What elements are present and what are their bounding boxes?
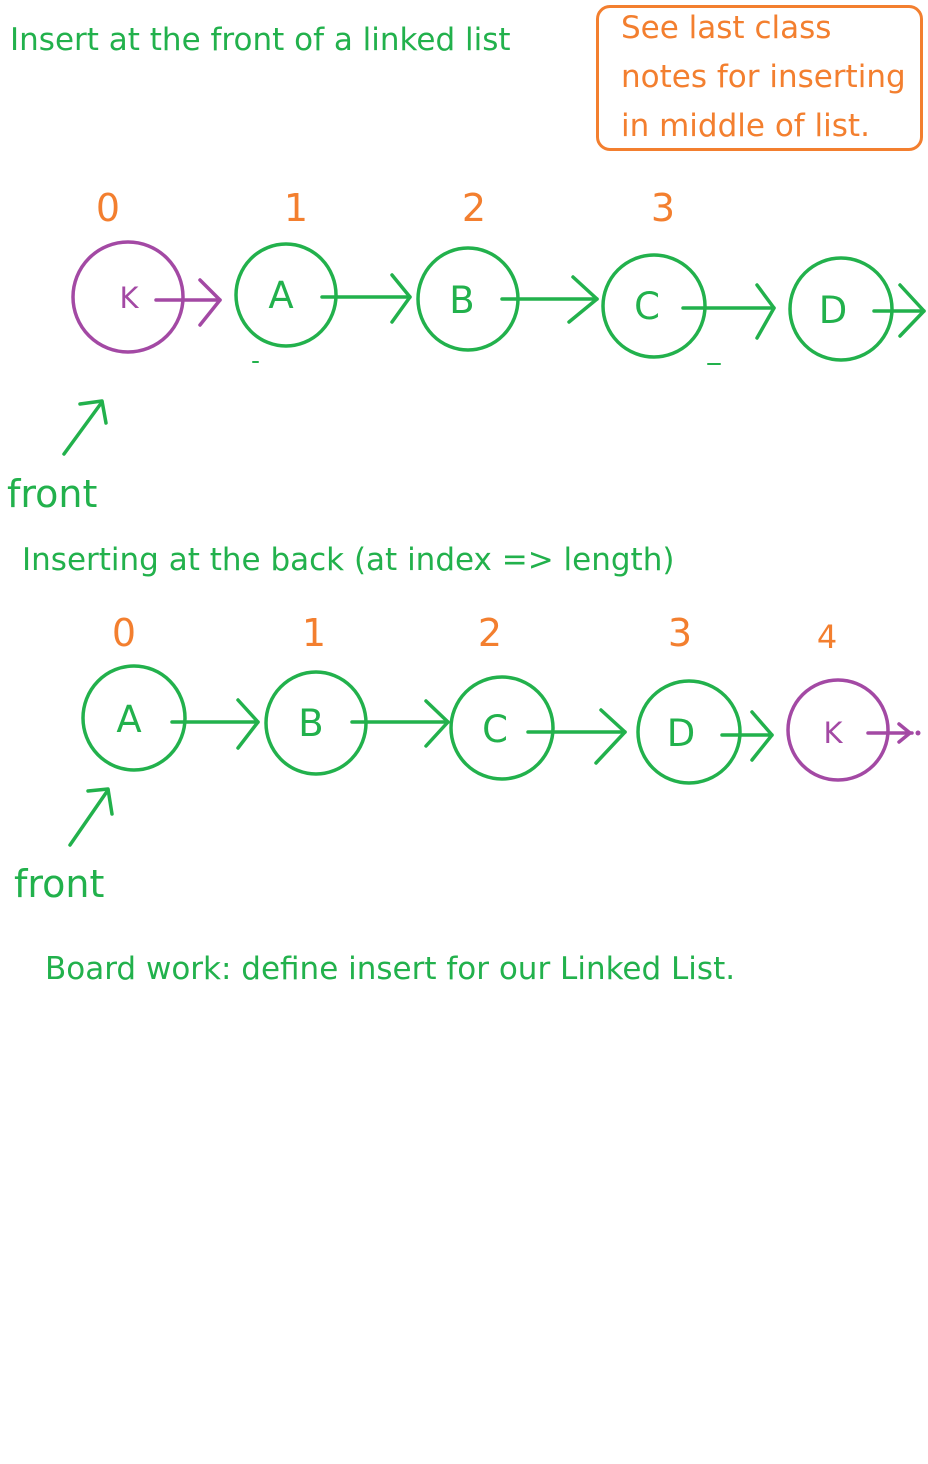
- note-line-3: in middle of list.: [621, 108, 870, 144]
- board-work-text: Board work: define insert for our Linked…: [45, 951, 736, 987]
- arrow-a-to-b: [320, 273, 412, 324]
- node-c-label: C: [634, 285, 660, 328]
- index-label: 0: [112, 611, 136, 655]
- node-a-label: A: [268, 274, 293, 317]
- node-a-circle: [81, 664, 187, 772]
- index-label: 3: [651, 186, 675, 230]
- note-line-2: notes for inserting: [621, 59, 906, 95]
- arrow-a-to-b: [170, 698, 260, 750]
- arrow-k-to-a: [154, 278, 222, 327]
- node-k-label: K: [823, 716, 843, 750]
- front-label-bottom: front: [14, 862, 105, 906]
- arrow-b-to-c: [350, 699, 450, 748]
- node-k-label: K: [119, 281, 139, 315]
- index-label: 2: [478, 611, 502, 655]
- front-pointer-arrow-bottom: [68, 787, 114, 847]
- node-d-circle: [636, 679, 742, 785]
- node-a-circle: [234, 242, 338, 348]
- front-label-top: front: [7, 472, 98, 516]
- index-label: 1: [284, 186, 308, 230]
- arrow-c-to-d: [681, 283, 776, 340]
- arrow-d-to-k: [720, 710, 774, 762]
- index-label: 2: [462, 186, 486, 230]
- node-d-circle: [788, 256, 894, 362]
- back-insert-title: Inserting at the back (at index => lengt…: [22, 542, 675, 578]
- node-k-circle: [71, 240, 185, 354]
- index-label: 3: [668, 611, 692, 655]
- index-label: 4: [817, 618, 837, 656]
- node-d-label: D: [819, 289, 848, 332]
- front-insert-title: Insert at the front of a linked list: [10, 22, 511, 58]
- arrow-c-to-d: [526, 708, 627, 765]
- node-b-label: B: [449, 279, 474, 322]
- note-line-1: See last class: [621, 10, 832, 46]
- front-pointer-arrow-top: [62, 399, 108, 456]
- arrow-d-next: [872, 283, 926, 338]
- node-c-circle: [449, 675, 555, 781]
- arrow-b-to-c: [500, 275, 599, 324]
- note-box: See last class notes for inserting in mi…: [596, 5, 923, 151]
- node-b-label: B: [298, 702, 323, 745]
- arrow-k-next: [866, 722, 921, 744]
- node-k-circle: [786, 678, 890, 782]
- node-a-label: A: [116, 698, 141, 741]
- node-c-label: C: [482, 708, 508, 751]
- node-d-label: D: [667, 712, 696, 755]
- node-c-circle: [601, 253, 707, 359]
- index-label: 0: [96, 186, 120, 230]
- index-label: 1: [302, 611, 326, 655]
